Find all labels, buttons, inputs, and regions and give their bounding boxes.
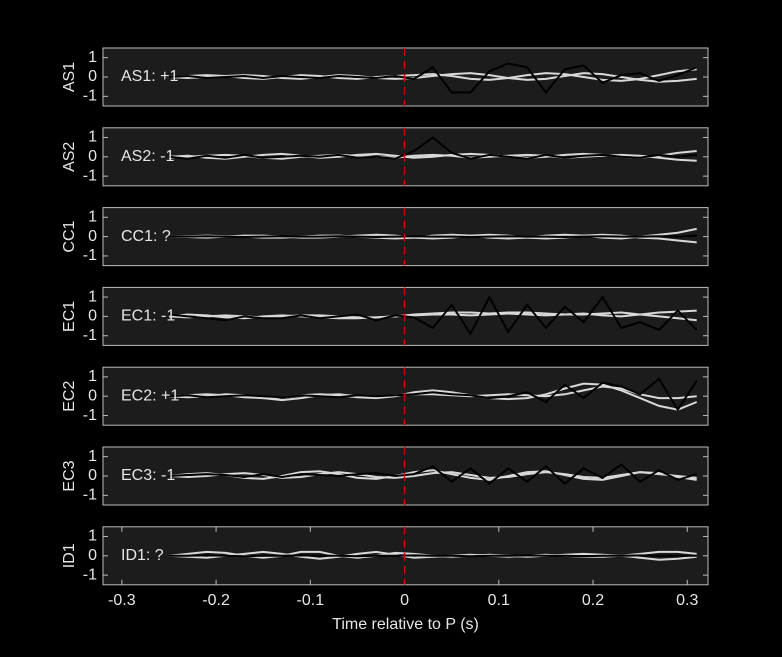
y-tick-label: 0 <box>88 68 97 85</box>
y-tick-label: -1 <box>83 487 97 504</box>
trace <box>169 554 697 558</box>
y-tick-label: -1 <box>83 327 97 344</box>
y-tick-label: 0 <box>88 228 97 245</box>
y-tick-label: -1 <box>83 566 97 583</box>
annotation: AS2: -1 <box>121 148 174 165</box>
x-tick-label: -0.1 <box>297 592 325 609</box>
x-tick-label: -0.2 <box>202 592 230 609</box>
y-tick-label: 1 <box>88 448 97 465</box>
y-tick-label: 1 <box>88 129 97 146</box>
y-tick-label: 1 <box>88 49 97 66</box>
annotation: ID1: ? <box>121 547 164 564</box>
y-tick-label: -1 <box>83 167 97 184</box>
trace <box>169 234 697 239</box>
y-axis-label: CC1 <box>61 220 78 252</box>
y-axis-label: EC1 <box>61 301 78 332</box>
x-tick-label: 0.1 <box>488 592 510 609</box>
y-tick-label: -1 <box>83 88 97 105</box>
trace <box>168 469 697 481</box>
annotation: CC1: ? <box>121 228 171 245</box>
trace <box>168 385 697 402</box>
y-tick-label: 1 <box>88 288 97 305</box>
y-tick-label: 0 <box>88 547 97 564</box>
x-tick-label: -0.3 <box>108 592 136 609</box>
y-axis-label: EC3 <box>61 460 78 491</box>
annotation: EC2: +1 <box>121 387 179 404</box>
trace <box>168 377 698 412</box>
x-axis-label: Time relative to P (s) <box>332 616 479 633</box>
y-axis-label: AS1 <box>61 62 78 92</box>
y-axis-label: AS2 <box>61 142 78 172</box>
trace <box>168 463 697 486</box>
annotation: AS1: +1 <box>121 68 178 85</box>
y-tick-label: -1 <box>83 407 97 424</box>
y-tick-label: 1 <box>88 368 97 385</box>
y-tick-label: 0 <box>88 467 97 484</box>
trace <box>168 62 698 95</box>
y-tick-label: 1 <box>88 208 97 225</box>
y-tick-label: -1 <box>83 247 97 264</box>
y-tick-label: 0 <box>88 387 97 404</box>
y-axis-label: EC2 <box>61 381 78 412</box>
x-tick-label: 0.3 <box>676 592 698 609</box>
trace <box>168 72 697 83</box>
x-tick-label: 0 <box>400 592 409 609</box>
trace <box>168 233 697 244</box>
y-tick-label: 1 <box>88 528 97 545</box>
y-tick-label: 0 <box>88 308 97 325</box>
annotation: EC1: -1 <box>121 308 175 325</box>
x-tick-label: 0.2 <box>582 592 604 609</box>
annotation: EC3: -1 <box>121 467 175 484</box>
trace <box>168 136 697 160</box>
trace <box>168 294 698 336</box>
y-tick-label: 0 <box>88 148 97 165</box>
y-axis-label: ID1 <box>61 543 78 568</box>
